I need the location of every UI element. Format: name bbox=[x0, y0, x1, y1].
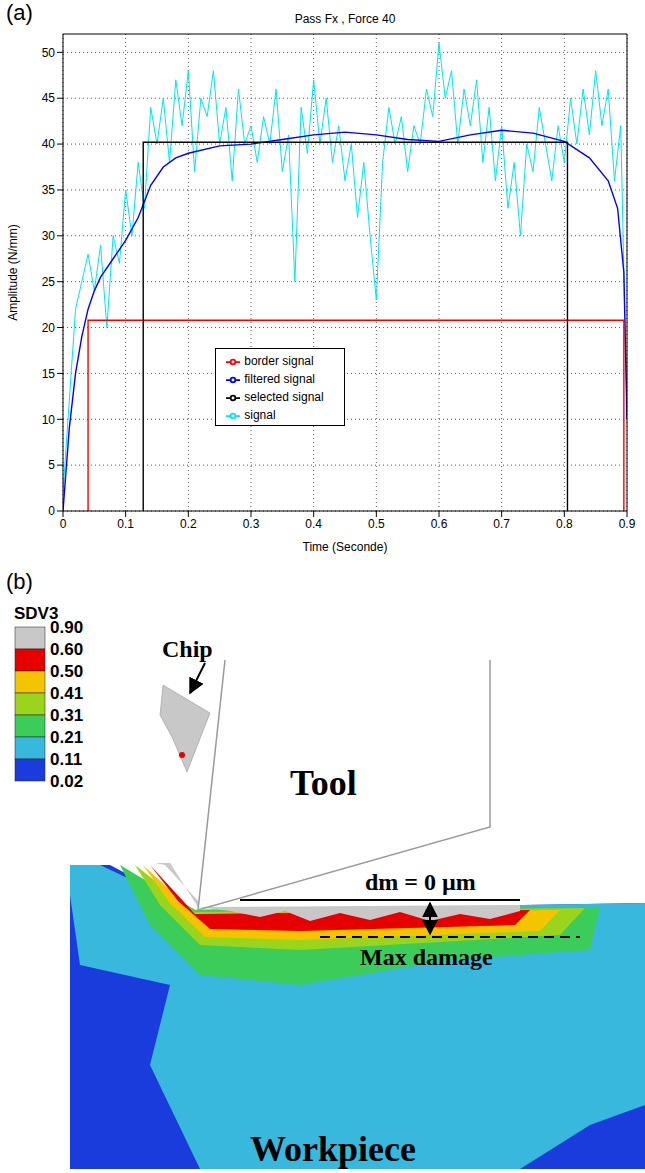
svg-text:0.1: 0.1 bbox=[117, 517, 134, 531]
svg-text:0.31: 0.31 bbox=[50, 706, 83, 725]
svg-text:35: 35 bbox=[42, 183, 56, 197]
html-text:Pass Fx , Force 40: Pass Fx , Force 40 bbox=[294, 12, 396, 26]
svg-text:0.4: 0.4 bbox=[305, 517, 322, 531]
svg-text:0.90: 0.90 bbox=[50, 618, 83, 637]
svg-text:0.6: 0.6 bbox=[431, 517, 448, 531]
html-text:selected signal: selected signal bbox=[244, 390, 324, 405]
svg-text:30: 30 bbox=[42, 229, 56, 243]
html-text:signal: signal bbox=[244, 408, 276, 423]
svg-text:0.41: 0.41 bbox=[50, 684, 83, 703]
svg-text:5: 5 bbox=[48, 458, 55, 472]
html-text:(a): (a) bbox=[6, 0, 33, 25]
svg-text:Time (Seconde): Time (Seconde) bbox=[303, 540, 388, 554]
svg-text:0.50: 0.50 bbox=[50, 662, 83, 681]
svg-text:SDV3: SDV3 bbox=[14, 604, 59, 623]
svg-text:0.3: 0.3 bbox=[243, 517, 260, 531]
svg-text:dm = 0 µm: dm = 0 µm bbox=[365, 869, 476, 895]
svg-text:0: 0 bbox=[60, 517, 67, 531]
svg-text:10: 10 bbox=[42, 413, 56, 427]
svg-text:0.11: 0.11 bbox=[50, 750, 82, 769]
svg-text:0.5: 0.5 bbox=[368, 517, 385, 531]
svg-text:Tool: Tool bbox=[290, 763, 357, 803]
svg-text:40: 40 bbox=[42, 137, 56, 151]
svg-text:Max damage: Max damage bbox=[360, 944, 493, 970]
svg-text:0.8: 0.8 bbox=[556, 517, 573, 531]
svg-text:0.21: 0.21 bbox=[50, 728, 83, 747]
svg-text:Amplitude (N/mm): Amplitude (N/mm) bbox=[6, 224, 20, 321]
svg-text:50: 50 bbox=[42, 46, 56, 60]
svg-text:0.2: 0.2 bbox=[180, 517, 197, 531]
svg-text:Chip: Chip bbox=[162, 636, 213, 662]
svg-text:0: 0 bbox=[48, 504, 55, 518]
svg-text:(b): (b) bbox=[6, 569, 33, 594]
svg-text:0.60: 0.60 bbox=[50, 640, 83, 659]
svg-text:0.7: 0.7 bbox=[493, 517, 510, 531]
svg-text:Workpiece: Workpiece bbox=[250, 1129, 416, 1169]
svg-text:20: 20 bbox=[42, 321, 56, 335]
html-text:border signal: border signal bbox=[244, 354, 314, 369]
html-text:filtered signal: filtered signal bbox=[244, 372, 315, 387]
svg-text:45: 45 bbox=[42, 91, 56, 105]
svg-text:0.02: 0.02 bbox=[50, 772, 83, 791]
svg-text:15: 15 bbox=[42, 367, 56, 381]
svg-text:25: 25 bbox=[42, 275, 56, 289]
svg-text:0.9: 0.9 bbox=[619, 517, 636, 531]
